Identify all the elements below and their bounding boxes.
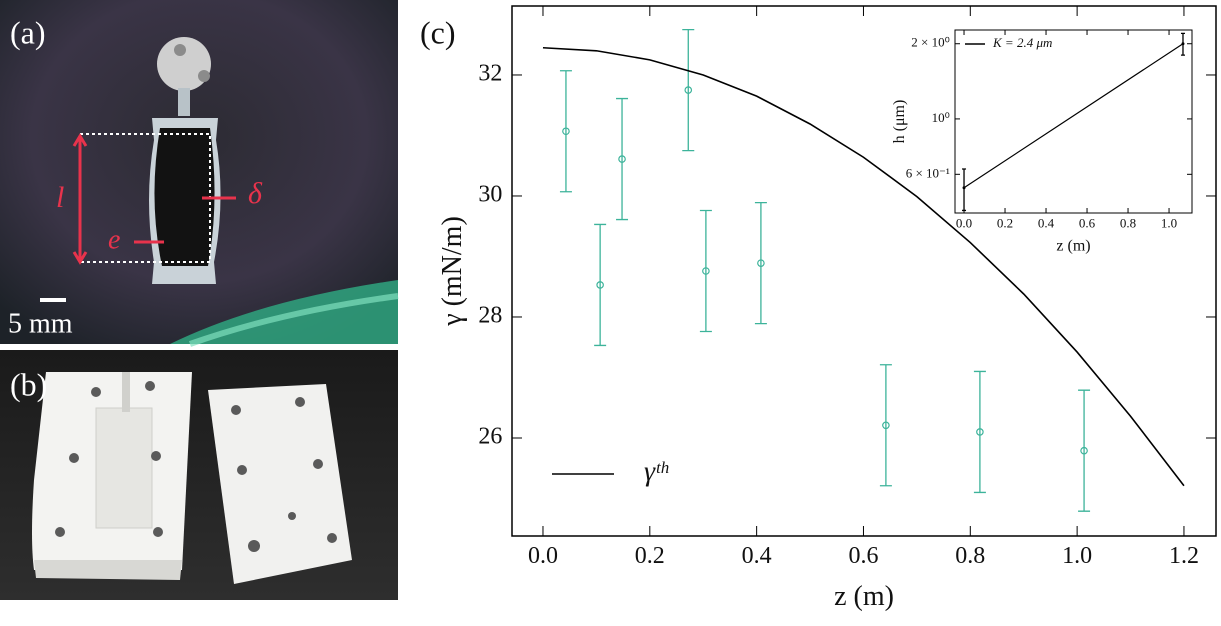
x-axis-label: z (m) — [1056, 237, 1090, 254]
annotation: l — [56, 181, 64, 214]
error-bar — [682, 28, 695, 152]
y-tick-label: 28 — [478, 302, 502, 328]
x-tick-label: 0.6 — [848, 543, 878, 569]
marker — [1181, 42, 1185, 46]
error-bar — [559, 70, 572, 193]
marker — [1080, 446, 1088, 455]
annotation: δ — [248, 177, 263, 210]
x-tick-label: 0.2 — [997, 216, 1013, 231]
error-bar — [1078, 389, 1091, 512]
line — [542, 46, 1185, 487]
x-tick-label: 0.2 — [635, 543, 665, 569]
x-tick-label: 1.0 — [1161, 216, 1177, 231]
photo-b: (b) — [0, 350, 398, 600]
error-bar — [754, 201, 767, 325]
plot-frame — [511, 5, 1217, 537]
marker — [702, 267, 710, 275]
x-tick-label: 1.2 — [1169, 543, 1199, 569]
marker — [562, 127, 570, 136]
marker — [596, 281, 604, 289]
error-bar — [594, 223, 607, 347]
y-tick-label: 6 × 10⁻¹ — [906, 165, 950, 180]
error-bar — [879, 364, 892, 487]
error-bar — [699, 209, 712, 333]
marker — [962, 186, 966, 190]
panel-label: (a) — [10, 14, 46, 50]
line — [963, 43, 1184, 189]
x-tick-label: 0.0 — [956, 216, 972, 231]
error-bar — [962, 168, 967, 212]
x-tick-label: 0.8 — [1120, 216, 1136, 231]
marker — [684, 86, 693, 94]
x-axis-label: z (m) — [834, 581, 894, 612]
scale-label: 5 mm — [8, 308, 73, 339]
y-tick-label: 30 — [478, 181, 502, 207]
y-tick-label: 26 — [478, 423, 502, 449]
marker — [618, 155, 626, 163]
marker — [976, 428, 984, 436]
x-tick-label: 0.8 — [955, 543, 985, 569]
y-tick-label: 32 — [478, 60, 502, 86]
x-tick-label: 0.6 — [1079, 216, 1096, 231]
panel-label: (b) — [10, 366, 47, 402]
y-tick-label: 2 × 10⁰ — [911, 35, 950, 50]
plot-frame — [954, 29, 1193, 214]
x-tick-label: 0.4 — [742, 543, 772, 569]
legend-label: K = 2.4 μm — [992, 35, 1052, 50]
annotation: e — [108, 224, 120, 255]
y-tick-label: 10⁰ — [932, 110, 950, 125]
marker — [757, 259, 765, 267]
x-tick-label: 1.0 — [1062, 543, 1092, 569]
error-bar — [973, 370, 986, 494]
x-tick-label: 0.4 — [1038, 216, 1055, 231]
photo-a: (a) l e δ 5 mm — [0, 0, 399, 347]
y-axis-label: h (μm) — [891, 100, 908, 144]
y-axis-label: γ (mN/m) — [437, 216, 468, 327]
marker — [882, 421, 890, 430]
x-tick-label: 0.0 — [528, 543, 558, 569]
panel-label: (c) — [420, 14, 456, 50]
legend-label: γᵗʰ — [644, 456, 669, 487]
error-bar — [616, 97, 629, 221]
